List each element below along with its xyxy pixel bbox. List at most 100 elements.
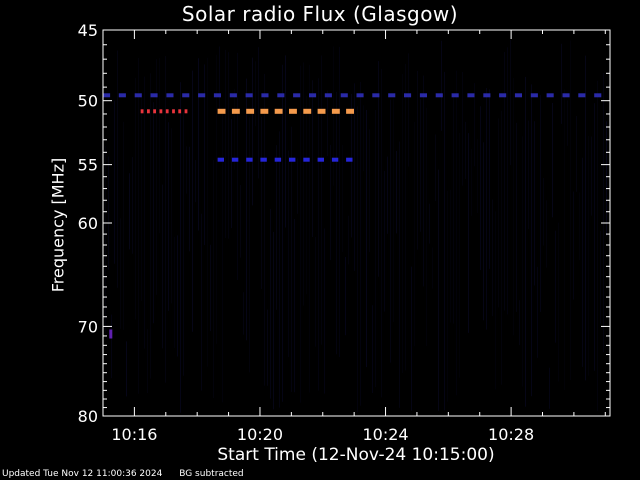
noise-column [594,103,595,371]
noise-column [375,110,376,388]
band-dash [372,93,380,98]
noise-column [315,236,316,347]
noise-column [483,142,484,321]
band-dash [260,157,267,162]
noise-column [348,215,349,265]
noise-column [522,136,523,387]
noise-column [309,64,310,393]
noise-column [282,64,283,402]
noise-column [573,191,574,300]
noise-column [579,192,580,261]
noise-column [261,117,262,289]
band-dash [346,157,353,162]
x-tick-label: 10:16 [111,425,157,444]
noise-column [477,139,478,213]
updated-timestamp: Updated Tue Nov 12 11:00:36 2024 [2,469,163,479]
noise-column [105,145,106,333]
axes: 45 50 55 60 70 80 10:16 10:20 10:24 10:28 [78,21,611,444]
band-dash [172,109,175,114]
noise-column [525,76,526,407]
band-dash [217,108,226,114]
noise-column [294,219,295,393]
noise-column [177,235,178,357]
noise-column [279,131,280,408]
noise-column [306,96,307,295]
noise-column [402,73,403,374]
noise-column [207,57,208,367]
noise-column [450,189,451,323]
band-dash [166,93,174,98]
noise-column [162,184,163,349]
noise-column [528,120,529,230]
band-dash [184,109,188,114]
noise-column [243,292,244,335]
noise-column [585,55,586,381]
noise-column [300,65,301,403]
noise-column [276,145,277,310]
noise-column [600,231,601,324]
noise-column [411,266,412,411]
noise-column [459,133,460,378]
band-dash [231,108,240,114]
noise-column [405,63,406,371]
noise-column [474,83,475,167]
noise-column [531,84,532,397]
noise-column [180,82,181,413]
noise-column [372,305,373,393]
noise-column [435,134,436,201]
band-dash [198,93,206,98]
y-tick-label: 45 [78,21,98,40]
noise-column [327,90,328,157]
noise-column [318,78,319,391]
noise-column [480,106,481,271]
noise-column [189,146,190,252]
noise-column [117,50,118,288]
noise-column [552,102,553,218]
noise-column [174,236,175,348]
noise-column [138,58,139,394]
noise-column [441,40,442,131]
band-dash [277,93,285,98]
band-dash [419,93,427,98]
noise-column [135,77,136,320]
noise-column [198,58,199,231]
band-dash [134,93,142,98]
band-dash [562,93,570,98]
band-dash [274,157,282,162]
noise-column [354,83,355,271]
noise-column [144,76,145,349]
spot-mark [109,329,113,339]
noise-column [606,121,607,237]
noise-column [141,96,142,301]
band-dash [147,109,150,114]
noise-column [186,146,187,194]
noise-column [234,88,235,170]
noise-column [303,62,304,306]
noise-column [399,141,400,408]
plot-frame [102,29,611,417]
band-dash [317,157,324,162]
noise-column [501,110,502,385]
noise-column [123,121,124,330]
band-dash [231,157,239,162]
noise-column [432,247,433,289]
bg-note: BG subtracted [179,469,244,479]
noise-column [183,111,184,376]
band-dash [303,157,310,162]
noise-column [273,231,274,410]
noise-column [576,116,577,192]
band-dash [435,93,443,98]
y-tick-label: 50 [78,92,98,111]
noise-column [381,68,382,398]
noise-column [561,43,562,124]
noise-column [591,136,592,216]
noise-column [492,199,493,317]
noise-column [369,129,370,253]
noise-column [426,107,427,346]
band-dash [331,157,339,162]
noise-column [558,222,559,382]
noise-column [555,230,556,343]
footer: Updated Tue Nov 12 11:00:36 2024 BG subt… [2,469,258,479]
noise-column [486,88,487,330]
band-dash [451,93,459,98]
